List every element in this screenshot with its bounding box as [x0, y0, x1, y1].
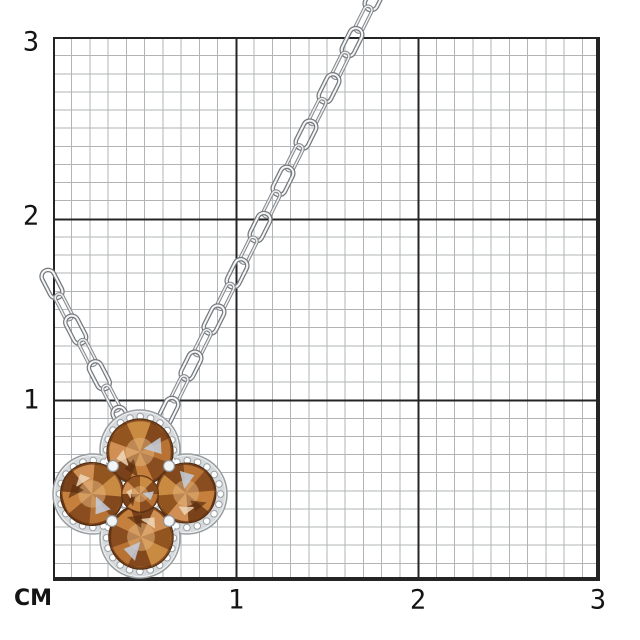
- chain-right-strand: [155, 0, 387, 428]
- x-axis-tick-1: 1: [227, 584, 245, 616]
- y-axis-tick-1: 1: [22, 384, 40, 416]
- cognac-diamonds: [56, 408, 230, 580]
- y-axis-tick-3: 3: [22, 26, 40, 58]
- prong-beads: [105, 459, 176, 528]
- chain-left-strand: [39, 268, 135, 438]
- x-axis-tick-3: 3: [589, 584, 607, 616]
- y-axis-tick-2: 2: [22, 200, 40, 232]
- clover-pendant: [52, 408, 230, 580]
- unit-label: СМ: [13, 586, 53, 611]
- x-axis-tick-2: 2: [409, 584, 427, 616]
